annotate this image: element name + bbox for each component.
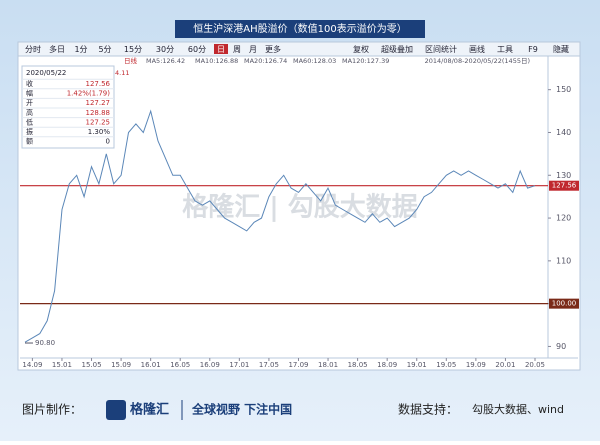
title: 恒生沪深港AH股溢价（数值100表示溢价为零） [193, 22, 406, 35]
x-tick-label: 19.09 [466, 361, 486, 369]
info-key: 额 [26, 137, 33, 146]
toolbar-label[interactable]: 更多 [265, 44, 281, 54]
x-tick-label: 17.01 [229, 361, 249, 369]
x-tick-label: 15.05 [81, 361, 101, 369]
info-key: 开 [26, 99, 33, 107]
toolbar-label[interactable]: 复权 [353, 44, 369, 54]
info-value: 1.42%(1.79) [67, 90, 111, 98]
x-tick-label: 20.01 [495, 361, 515, 369]
toolbar-label[interactable]: 工具 [497, 45, 513, 54]
x-tick-label: 18.01 [318, 361, 338, 369]
toolbar-label[interactable]: 15分 [124, 45, 142, 54]
x-tick-label: 17.05 [259, 361, 279, 369]
title-bar [175, 20, 425, 38]
toolbar-label[interactable]: F9 [528, 45, 538, 54]
logo [106, 400, 126, 420]
info-value: 127.56 [86, 80, 111, 88]
info-value: 127.27 [86, 99, 111, 107]
info-key: 幅 [26, 89, 33, 98]
toolbar-label[interactable]: 分时 [25, 44, 41, 54]
x-tick-label: 14.09 [22, 361, 42, 369]
footer-data-label: 数据支持： [398, 402, 458, 417]
x-tick-label: 20.05 [525, 361, 545, 369]
price-line [24, 109, 536, 343]
x-tick-label: 16.01 [141, 361, 161, 369]
annotation-label: 90.80 [35, 339, 55, 347]
toolbar-label[interactable]: 区间统计 [425, 44, 457, 54]
x-tick-label: 16.09 [200, 361, 220, 369]
y-tick-label: 140 [556, 128, 571, 137]
x-tick-label: 18.09 [377, 361, 397, 369]
reference-tag [549, 180, 579, 191]
y-tick-label: 90 [556, 342, 566, 351]
y-tick-label: 110 [556, 256, 571, 265]
y-tick-label: 150 [556, 85, 571, 94]
toolbar-label[interactable]: 多日 [49, 44, 65, 54]
x-tick-label: 15.01 [52, 361, 72, 369]
range-label: 2014/08/08-2020/05/22(1455日) [425, 57, 530, 65]
y-tick-label: 120 [556, 214, 571, 223]
x-tick-label: 16.05 [170, 361, 190, 369]
ma-label: MA5:126.42 [146, 57, 185, 65]
footer-made-by: 图片制作： [22, 403, 82, 417]
y-tick-label: 130 [556, 171, 571, 180]
toolbar-label[interactable]: 30分 [156, 45, 174, 54]
toolbar-button[interactable] [214, 44, 228, 54]
toolbar-label[interactable]: 1分 [74, 45, 87, 54]
period-label: 日线 [124, 56, 138, 65]
info-key: 高 [26, 108, 33, 117]
footer-slogan: 全球视野 下注中国 [191, 402, 292, 417]
x-tick-label: 19.01 [407, 361, 427, 369]
ma-label: MA120:127.39 [342, 57, 389, 65]
toolbar-label[interactable]: 超级叠加 [381, 44, 413, 54]
ma-label: MA20:126.74 [244, 57, 287, 65]
x-tick-label: 19.05 [436, 361, 456, 369]
toolbar-label[interactable]: 日 [217, 45, 225, 54]
footer-data-source: 勾股大数据、wind [472, 402, 564, 416]
ma-label: MA10:126.88 [195, 57, 238, 65]
info-date: 2020/05/22 [26, 69, 66, 77]
info-key: 收 [26, 79, 33, 88]
info-value: 128.88 [86, 109, 111, 117]
toolbar-label[interactable]: 隐藏 [553, 44, 569, 54]
reference-tag [549, 298, 579, 309]
toolbar-label[interactable]: 周 [233, 45, 241, 54]
info-key: 低 [26, 117, 33, 126]
x-tick-label: 17.09 [288, 361, 308, 369]
footer-brand: 格隆汇 [130, 402, 169, 418]
info-value: 1.30% [88, 128, 111, 136]
toolbar-label[interactable]: 月 [249, 45, 257, 54]
reference-label: 100.00 [552, 300, 577, 308]
info-key: 振 [26, 127, 33, 136]
info-value: 0 [106, 138, 110, 146]
info-value: 127.25 [86, 118, 111, 126]
watermark: 格隆汇 | 勾股大数据 [182, 192, 418, 223]
clipped-label: 4.11 [115, 69, 129, 77]
x-tick-label: 18.05 [348, 361, 368, 369]
toolbar-label[interactable]: 60分 [188, 45, 206, 54]
x-tick-label: 15.09 [111, 361, 131, 369]
ma-label: MA60:128.03 [293, 57, 336, 65]
toolbar-label[interactable]: 画线 [469, 44, 485, 54]
reference-label: 127.56 [552, 182, 577, 190]
toolbar-label[interactable]: 5分 [98, 45, 111, 54]
